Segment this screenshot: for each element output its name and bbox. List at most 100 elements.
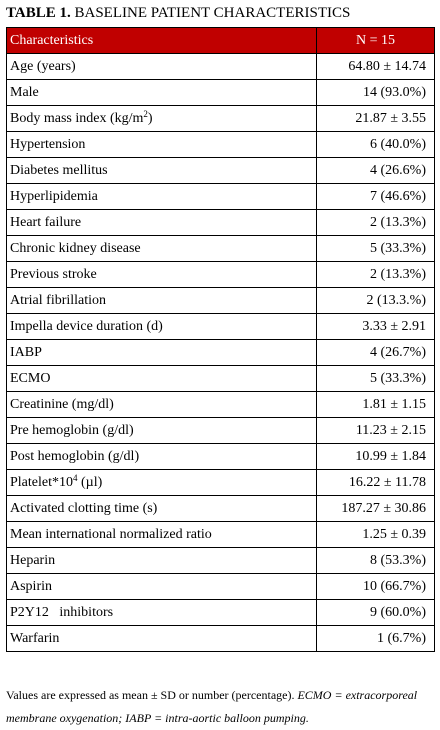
row-label-text: Mean international normalized ratio: [10, 526, 212, 542]
row-label: P2Y12 inhibitors: [6, 599, 317, 626]
row-label-suffix: ): [147, 110, 153, 126]
table-row: Creatinine (mg/dl) 1.81 ± 1.15: [6, 391, 435, 418]
row-value: 3.33 ± 2.91: [316, 313, 435, 340]
row-label-suffix: (µl): [77, 474, 103, 490]
table-caption: TABLE 1. BASELINE PATIENT CHARACTERISTIC…: [6, 4, 350, 22]
row-label: Heparin: [6, 547, 317, 574]
row-label-text: Heart failure: [10, 214, 82, 230]
row-label-text: P2Y12 inhibitors: [10, 604, 114, 620]
row-label: Impella device duration (d): [6, 313, 317, 340]
row-label: Activated clotting time (s): [6, 495, 317, 522]
row-label: Previous stroke: [6, 261, 317, 288]
table-row: Age (years) 64.80 ± 14.74: [6, 53, 435, 80]
header-characteristics: Characteristics: [6, 27, 317, 54]
row-label-text: Hyperlipidemia: [10, 188, 98, 204]
row-label-superscript: 4: [73, 472, 78, 483]
table-body: Age (years) 64.80 ± 14.74 Male 14 (93.0%) Bo…: [6, 53, 435, 652]
row-value: 21.87 ± 3.55: [316, 105, 435, 132]
row-label: Hyperlipidemia: [6, 183, 317, 210]
row-label-text: Impella device duration (d): [10, 318, 163, 334]
table-row: Warfarin 1 (6.7%): [6, 625, 435, 652]
table-row: Mean international normalized ratio 1.25 …: [6, 521, 435, 548]
row-value: 7 (46.6%): [316, 183, 435, 210]
table-row: Post hemoglobin (g/dl) 10.99 ± 1.84: [6, 443, 435, 470]
row-value: 2 (13.3%): [316, 209, 435, 236]
table-row: Heparin 8 (53.3%): [6, 547, 435, 574]
row-value: 1.81 ± 1.15: [316, 391, 435, 418]
row-label-text: Hypertension: [10, 136, 86, 152]
row-value: 16.22 ± 11.78: [316, 469, 435, 496]
row-label-text: ECMO: [10, 370, 51, 386]
row-label-text: Atrial fibrillation: [10, 292, 107, 308]
row-label: Age (years): [6, 53, 317, 80]
row-value: 187.27 ± 30.86: [316, 495, 435, 522]
row-label: Atrial fibrillation: [6, 287, 317, 314]
footnote-plain: Values are expressed as mean ± SD or num…: [6, 688, 298, 702]
row-value: 4 (26.7%): [316, 339, 435, 366]
row-label: Post hemoglobin (g/dl): [6, 443, 317, 470]
row-value: 5 (33.3%): [316, 235, 435, 262]
row-label-text: IABP: [10, 344, 42, 360]
row-value: 8 (53.3%): [316, 547, 435, 574]
row-value: 11.23 ± 2.15: [316, 417, 435, 444]
row-label-text: Pre hemoglobin (g/dl): [10, 422, 134, 438]
row-label: Heart failure: [6, 209, 317, 236]
table-row: ECMO 5 (33.3%): [6, 365, 435, 392]
table-row: Atrial fibrillation 2 (13.3.%): [6, 287, 435, 314]
characteristics-table: Characteristics N = 15 Age (years) 64.80 …: [6, 27, 435, 652]
row-label-text: Diabetes mellitus: [10, 162, 108, 178]
row-value: 2 (13.3.%): [316, 287, 435, 314]
table-row: Previous stroke 2 (13.3%): [6, 261, 435, 288]
row-label: Male: [6, 79, 317, 106]
footnote-italic: ECMO = extracorporeal membrane oxygenati…: [6, 688, 418, 725]
row-label-text: Chronic kidney disease: [10, 240, 141, 256]
row-value: 2 (13.3%): [316, 261, 435, 288]
row-label-text: Platelet*10: [10, 474, 73, 490]
row-label: Warfarin: [6, 625, 317, 652]
row-label-text: Activated clotting time (s): [10, 500, 158, 516]
row-value: 14 (93.0%): [316, 79, 435, 106]
row-value: 6 (40.0%): [316, 131, 435, 158]
row-label-superscript: 2: [143, 108, 148, 119]
table-caption-title: BASELINE PATIENT CHARACTERISTICS: [70, 5, 351, 21]
table-row: Hypertension 6 (40.0%): [6, 131, 435, 158]
table-caption-label: TABLE 1.: [6, 5, 71, 21]
table-row: Platelet*104 (µl) 16.22 ± 11.78: [6, 469, 435, 496]
table-row: Body mass index (kg/m2) 21.87 ± 3.55: [6, 105, 435, 132]
row-label: Hypertension: [6, 131, 317, 158]
table-row: Aspirin 10 (66.7%): [6, 573, 435, 600]
row-label: Chronic kidney disease: [6, 235, 317, 262]
row-label: Mean international normalized ratio: [6, 521, 317, 548]
row-label-text: Creatinine (mg/dl): [10, 396, 114, 412]
table-row: Heart failure 2 (13.3%): [6, 209, 435, 236]
header-n: N = 15: [316, 27, 435, 54]
table-row: Male 14 (93.0%): [6, 79, 435, 106]
row-value: 9 (60.0%): [316, 599, 435, 626]
table-footnote: Values are expressed as mean ± SD or num…: [6, 684, 436, 730]
row-label-text: Warfarin: [10, 630, 60, 646]
row-label: IABP: [6, 339, 317, 366]
row-label-text: Previous stroke: [10, 266, 97, 282]
table-row: IABP 4 (26.7%): [6, 339, 435, 366]
row-label-text: Post hemoglobin (g/dl): [10, 448, 140, 464]
table-row: Activated clotting time (s) 187.27 ± 30.8…: [6, 495, 435, 522]
row-label: Creatinine (mg/dl): [6, 391, 317, 418]
row-label-text: Aspirin: [10, 578, 52, 594]
row-label: Body mass index (kg/m2): [6, 105, 317, 132]
row-value: 10 (66.7%): [316, 573, 435, 600]
row-value: 5 (33.3%): [316, 365, 435, 392]
table-row: Pre hemoglobin (g/dl) 11.23 ± 2.15: [6, 417, 435, 444]
row-label-text: Male: [10, 84, 39, 100]
row-label-text: Body mass index (kg/m: [10, 110, 144, 126]
table-row: Impella device duration (d) 3.33 ± 2.91: [6, 313, 435, 340]
row-value: 10.99 ± 1.84: [316, 443, 435, 470]
row-value: 64.80 ± 14.74: [316, 53, 435, 80]
row-label: Aspirin: [6, 573, 317, 600]
table-row: P2Y12 inhibitors 9 (60.0%): [6, 599, 435, 626]
table-row: Diabetes mellitus 4 (26.6%): [6, 157, 435, 184]
row-label: ECMO: [6, 365, 317, 392]
row-label-text: Heparin: [10, 552, 56, 568]
row-value: 1.25 ± 0.39: [316, 521, 435, 548]
row-label: Platelet*104 (µl): [6, 469, 317, 496]
row-label-text: Age (years): [10, 58, 76, 74]
